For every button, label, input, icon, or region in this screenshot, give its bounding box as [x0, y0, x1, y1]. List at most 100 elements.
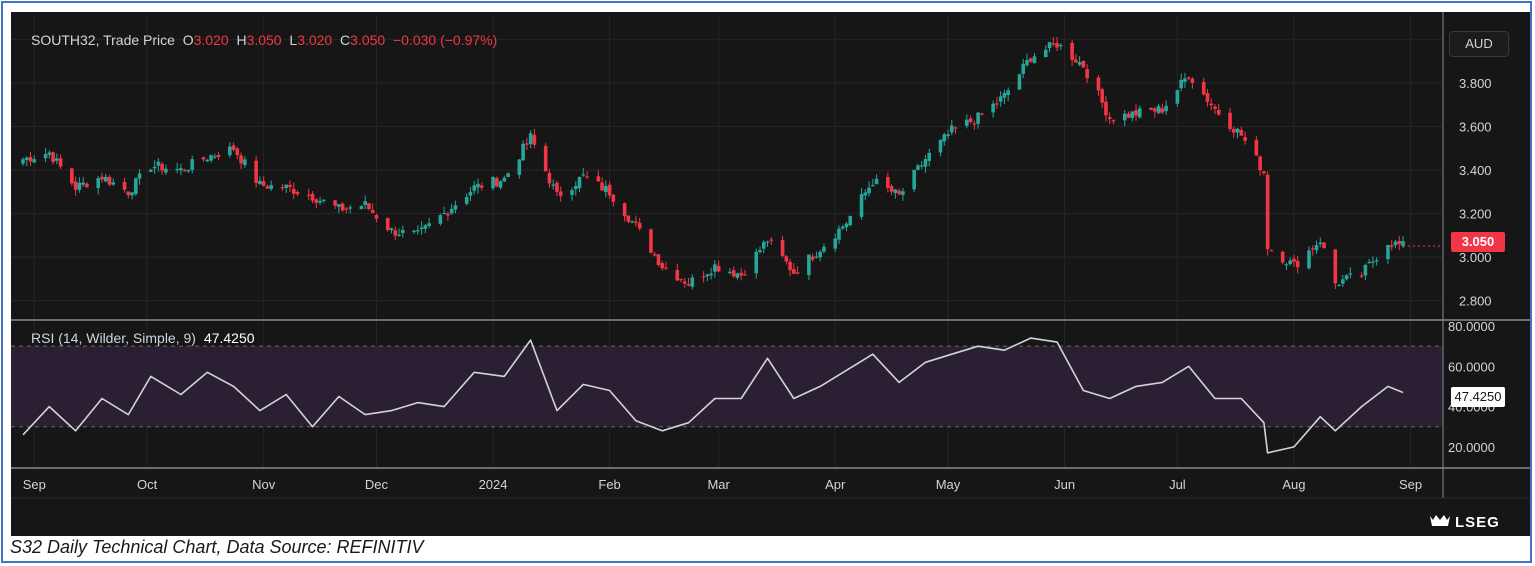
candle-body — [630, 221, 634, 223]
candle-body — [622, 203, 627, 217]
candle-body — [134, 178, 138, 195]
candle-body — [652, 254, 657, 256]
candle-body — [1156, 106, 1161, 113]
candle-body — [1216, 109, 1221, 115]
candle-body — [1337, 284, 1341, 287]
candle-body — [604, 185, 608, 193]
candle-body — [1348, 273, 1353, 275]
candle-body — [600, 182, 604, 191]
candle-body — [968, 118, 973, 123]
candle-body — [1243, 137, 1247, 141]
candle-body — [1269, 250, 1274, 252]
candle-body — [972, 123, 977, 125]
candle-body — [792, 269, 796, 274]
candle-body — [995, 103, 999, 105]
candle-body — [55, 158, 59, 161]
candle-body — [32, 159, 37, 163]
candle-body — [498, 181, 503, 188]
candle-body — [1032, 56, 1037, 64]
candle-body — [175, 168, 179, 171]
legend-symbol: SOUTH32, Trade Price — [31, 32, 175, 48]
candle-body — [85, 183, 89, 188]
candle-body — [190, 159, 195, 170]
candle-body — [938, 139, 943, 153]
candle-body — [1051, 43, 1056, 45]
candle-body — [1235, 128, 1240, 133]
candle-body — [291, 188, 296, 194]
candle-body — [555, 182, 559, 192]
candle-body — [784, 256, 789, 262]
candle-body — [1344, 275, 1349, 280]
candle-body — [348, 207, 352, 209]
candle-body — [1111, 120, 1116, 122]
candle-body — [874, 178, 879, 185]
candle-body — [626, 215, 631, 222]
candle-body — [370, 209, 375, 213]
candle-body — [547, 172, 552, 184]
currency-button[interactable]: AUD — [1449, 31, 1509, 57]
candle-body — [216, 154, 221, 157]
candle-body — [1096, 77, 1101, 91]
candle-body — [1389, 245, 1394, 247]
candle-body — [1386, 244, 1390, 260]
candle-body — [1288, 260, 1292, 265]
candle-body — [464, 197, 469, 204]
candle-body — [1371, 261, 1375, 263]
candle-body — [1126, 113, 1131, 118]
candle-body — [1367, 261, 1371, 264]
candle-body — [690, 277, 695, 287]
candle-body — [280, 187, 285, 189]
candle-body — [585, 176, 589, 178]
candle-body — [258, 181, 262, 185]
time-tick-label: Jun — [1054, 477, 1075, 492]
candle-body — [1393, 241, 1398, 246]
candle-body — [491, 177, 495, 189]
candle-body — [427, 223, 431, 227]
candle-body — [705, 274, 710, 277]
candle-body — [807, 254, 811, 276]
candle-body — [517, 159, 522, 175]
candle-body — [1231, 128, 1236, 133]
candle-body — [1322, 242, 1326, 249]
legend-close-label: C — [340, 32, 351, 48]
candle-body — [468, 191, 473, 196]
candle-body — [1265, 174, 1270, 250]
candle-body — [254, 160, 258, 183]
candle-body — [886, 177, 890, 188]
rsi-value-tag: 47.4250 — [1451, 387, 1505, 407]
candle-body — [814, 256, 819, 258]
candle-body — [1055, 42, 1059, 48]
candle-body — [1190, 78, 1195, 83]
price-legend: SOUTH32, Trade Price O3.020 H3.050 L3.02… — [31, 32, 497, 48]
crest-icon — [1430, 515, 1450, 526]
candle-body — [1122, 113, 1127, 121]
candle-body — [1059, 44, 1063, 47]
candle-body — [573, 185, 578, 190]
candle-body — [212, 156, 217, 158]
candle-body — [186, 169, 191, 172]
candle-body — [1228, 112, 1232, 130]
candle-body — [871, 185, 875, 187]
candle-body — [96, 178, 101, 189]
candle-body — [716, 265, 721, 272]
candle-body — [919, 165, 924, 167]
candle-body — [532, 134, 537, 145]
candle-body — [442, 212, 446, 215]
candle-body — [1074, 59, 1078, 63]
candle-body — [713, 264, 717, 272]
rsi-tick-label: 80.0000 — [1448, 319, 1495, 334]
candle-body — [1397, 240, 1402, 245]
candle-body — [228, 146, 232, 156]
candle-body — [965, 119, 969, 126]
candle-body — [637, 222, 642, 229]
rsi-band — [11, 346, 1443, 427]
candle-body — [686, 283, 691, 286]
candle-body — [1134, 110, 1138, 116]
price-tick-label: 3.800 — [1459, 76, 1492, 91]
candle-body — [1262, 171, 1266, 174]
candle-body — [337, 204, 341, 207]
candle-body — [1209, 103, 1214, 106]
candle-body — [374, 215, 379, 219]
time-tick-label: 2024 — [479, 477, 508, 492]
candle-body — [1028, 58, 1033, 62]
